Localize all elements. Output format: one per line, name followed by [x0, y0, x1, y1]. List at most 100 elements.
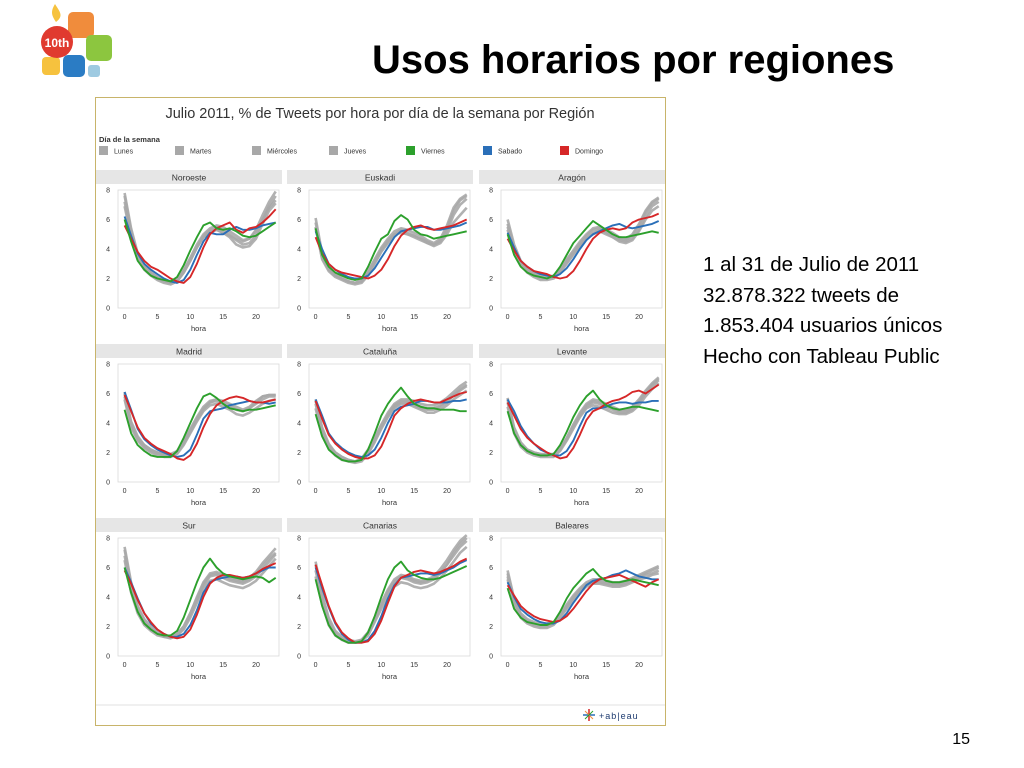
x-tick-label: 20: [635, 488, 643, 495]
x-tick-label: 15: [219, 662, 227, 669]
series-line-miercoles: [123, 557, 277, 640]
panel-title: Aragón: [558, 173, 586, 183]
legend-label: Martes: [190, 149, 212, 156]
y-tick-label: 2: [106, 276, 110, 283]
y-tick-label: 6: [489, 565, 493, 572]
legend-label: Viernes: [421, 149, 445, 156]
x-tick-label: 10: [377, 314, 385, 321]
legend-swatch: [99, 146, 108, 155]
x-tick-label: 0: [314, 314, 318, 321]
region-panel: Aragón 0 2 4 6 8 0 5 10 15 20 hora: [479, 170, 665, 333]
x-tick-label: 15: [602, 314, 610, 321]
series-line-miercoles: [506, 205, 660, 282]
x-tick-label: 0: [314, 488, 318, 495]
x-tick-label: 15: [219, 314, 227, 321]
legend-title: Día de la semana: [99, 135, 161, 144]
y-tick-label: 8: [297, 536, 301, 543]
y-tick-label: 0: [106, 480, 110, 487]
y-tick-label: 2: [297, 450, 301, 457]
y-tick-label: 8: [106, 362, 110, 369]
x-tick-label: 15: [219, 488, 227, 495]
y-tick-label: 4: [489, 247, 493, 254]
series-line-sabado: [123, 216, 276, 284]
series-line-jueves: [506, 564, 660, 625]
legend-item[interactable]: Jueves: [329, 146, 367, 156]
legend-item[interactable]: Domingo: [560, 146, 603, 156]
panel-header: [479, 170, 665, 184]
panel-header: [96, 518, 282, 532]
series-line-miercoles: [314, 206, 468, 286]
x-axis-label: hora: [191, 498, 207, 507]
region-panel: Sur 0 2 4 6 8 0 5 10 15 20 hora: [96, 518, 282, 681]
x-tick-label: 5: [346, 662, 350, 669]
y-tick-label: 8: [489, 536, 493, 543]
panel-header: [96, 344, 282, 358]
x-tick-label: 0: [123, 488, 127, 495]
x-tick-label: 10: [569, 314, 577, 321]
tableau-cross-icon: [583, 709, 595, 721]
y-tick-label: 4: [106, 421, 110, 428]
x-tick-label: 20: [443, 662, 451, 669]
plot-area: [500, 189, 663, 309]
y-tick-label: 2: [489, 276, 493, 283]
y-tick-label: 2: [489, 624, 493, 631]
y-tick-label: 0: [106, 654, 110, 661]
panel-title: Baleares: [555, 521, 589, 531]
x-tick-label: 5: [538, 488, 542, 495]
y-tick-label: 8: [489, 188, 493, 195]
series-line-domingo: [506, 573, 660, 624]
panel-title: Canarias: [363, 521, 397, 531]
region-panel: Madrid 0 2 4 6 8 0 5 10 15 20 hora: [96, 344, 282, 507]
panel-title: Levante: [557, 347, 588, 357]
legend-item[interactable]: Viernes: [406, 146, 445, 156]
x-tick-label: 5: [538, 314, 542, 321]
y-tick-label: 2: [489, 450, 493, 457]
x-axis-label: hora: [574, 324, 590, 333]
plot-area: [500, 363, 663, 483]
y-tick-label: 0: [489, 306, 493, 313]
x-tick-label: 10: [186, 314, 194, 321]
x-tick-label: 15: [602, 662, 610, 669]
x-tick-label: 5: [538, 662, 542, 669]
y-tick-label: 0: [489, 480, 493, 487]
legend-label: Jueves: [344, 149, 367, 156]
x-tick-label: 0: [506, 314, 510, 321]
panel-header: [287, 344, 473, 358]
x-tick-label: 0: [123, 314, 127, 321]
y-tick-label: 8: [106, 188, 110, 195]
series-line-viernes: [314, 386, 467, 463]
y-tick-label: 4: [106, 595, 110, 602]
legend-swatch: [560, 146, 569, 155]
dashboard-title: Julio 2011, % de Tweets por hora por día…: [165, 106, 594, 122]
legend-label: Domingo: [575, 149, 603, 156]
y-tick-label: 6: [297, 565, 301, 572]
x-axis-label: hora: [191, 324, 207, 333]
legend-item[interactable]: Martes: [175, 146, 212, 156]
series-line-domingo: [123, 394, 276, 461]
y-tick-label: 8: [489, 362, 493, 369]
plot-area: [500, 537, 663, 657]
x-tick-label: 20: [443, 314, 451, 321]
legend-item[interactable]: Miércoles: [252, 146, 297, 156]
note-line: Hecho con Tableau Public: [703, 344, 940, 368]
y-tick-label: 0: [106, 306, 110, 313]
x-tick-label: 5: [346, 488, 350, 495]
legend-item[interactable]: Sabado: [483, 146, 522, 156]
legend-item[interactable]: Lunes: [99, 146, 134, 156]
x-tick-label: 20: [635, 314, 643, 321]
y-tick-label: 4: [106, 247, 110, 254]
x-tick-label: 20: [635, 662, 643, 669]
x-tick-label: 5: [346, 314, 350, 321]
x-tick-label: 0: [123, 662, 127, 669]
x-tick-label: 0: [314, 662, 318, 669]
y-tick-label: 6: [106, 565, 110, 572]
y-tick-label: 0: [297, 306, 301, 313]
y-tick-label: 0: [297, 480, 301, 487]
series-line-viernes: [506, 220, 659, 280]
panel-title: Noroeste: [172, 173, 207, 183]
y-tick-label: 6: [297, 217, 301, 224]
x-tick-label: 10: [186, 488, 194, 495]
panel-title: Euskadi: [365, 173, 395, 183]
series-line-domingo: [314, 557, 468, 644]
plot-area: [117, 189, 280, 309]
